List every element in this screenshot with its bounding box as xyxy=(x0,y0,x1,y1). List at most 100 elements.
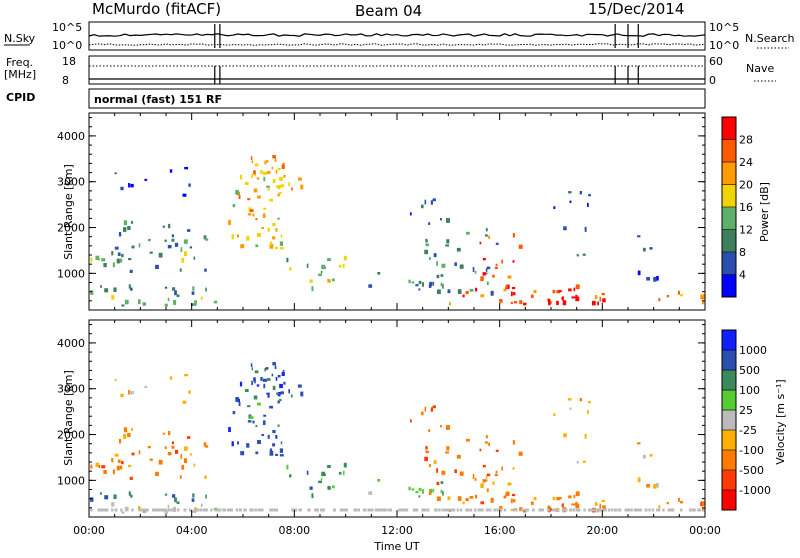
power-cell xyxy=(183,239,188,244)
velocity-cell xyxy=(594,502,598,507)
power-cell xyxy=(518,244,523,249)
power-cell xyxy=(506,284,510,289)
power-cell xyxy=(171,234,175,238)
power-cell xyxy=(588,193,591,197)
ground-scatter-cell xyxy=(669,508,673,512)
velocity-cell xyxy=(90,497,94,502)
velocity-cell xyxy=(246,443,250,448)
power-cell xyxy=(465,291,469,295)
ground-scatter-cell xyxy=(651,508,655,512)
power-cell xyxy=(247,198,251,201)
velocity-cell xyxy=(562,503,564,508)
velocity-cell xyxy=(297,384,302,388)
velocity-cell xyxy=(275,377,278,381)
nave-label: Nave xyxy=(746,62,774,75)
power-cell xyxy=(288,182,290,187)
velocity-cell xyxy=(512,467,515,470)
velocity-cell xyxy=(279,383,283,389)
velocity-cell xyxy=(459,471,464,476)
ground-scatter-cell xyxy=(271,508,274,512)
velocity-cell xyxy=(272,362,276,366)
power-cell xyxy=(164,286,168,289)
power-cell xyxy=(512,260,515,263)
velocity-cell xyxy=(653,483,657,489)
ground-scatter-cell xyxy=(357,508,361,512)
velocity-cell xyxy=(408,486,411,491)
power-cell xyxy=(594,295,598,300)
power-cell xyxy=(428,222,431,225)
power-cell xyxy=(253,170,256,175)
colorbar-frame xyxy=(721,329,737,511)
velocity-cell xyxy=(599,503,602,509)
power-cell xyxy=(129,269,133,273)
velocity-cell xyxy=(433,460,437,465)
velocity-cell xyxy=(123,434,127,439)
velocity-cell xyxy=(506,491,510,496)
power-cell xyxy=(144,178,148,181)
velocity-cell xyxy=(247,405,251,408)
power-cell xyxy=(162,225,165,228)
velocity-cell xyxy=(119,465,123,470)
velocity-cell xyxy=(272,443,276,447)
velocity-cell xyxy=(428,490,432,495)
ground-scatter-cell xyxy=(210,508,213,512)
power-cell xyxy=(238,194,241,200)
power-cell xyxy=(553,206,556,209)
velocity-cell xyxy=(327,465,331,469)
power-panel-frame xyxy=(88,112,706,311)
velocity-cell xyxy=(511,493,516,497)
power-cell xyxy=(582,253,586,256)
power-cell xyxy=(505,284,508,289)
ground-scatter-cell xyxy=(339,508,343,512)
ground-scatter-cell xyxy=(568,508,572,512)
velocity-cell xyxy=(479,448,482,452)
velocity-cell xyxy=(440,481,444,484)
power-cell xyxy=(377,271,381,275)
velocity-cell xyxy=(131,428,134,431)
power-cell xyxy=(424,249,429,255)
velocity-cell xyxy=(465,438,470,442)
power-cell xyxy=(573,287,576,292)
colorbar-swatch xyxy=(722,139,736,163)
power-cell xyxy=(247,213,252,216)
power-cell xyxy=(495,263,498,267)
power-cell xyxy=(484,234,488,237)
ground-scatter-cell xyxy=(424,508,427,512)
power-cell xyxy=(176,294,180,298)
velocity-cell xyxy=(231,441,234,447)
power-cell xyxy=(167,244,172,249)
ground-scatter-cell xyxy=(671,508,675,512)
ground-scatter-cell xyxy=(627,508,631,512)
power-cell xyxy=(252,213,255,217)
ground-scatter-cell xyxy=(657,508,661,512)
power-cell xyxy=(469,288,474,292)
power-cell xyxy=(511,286,516,290)
velocity-cell xyxy=(164,493,168,496)
power-cell xyxy=(98,258,101,261)
ground-scatter-cell xyxy=(333,508,336,512)
power-cell xyxy=(428,283,432,288)
ground-scatter-cell xyxy=(577,508,581,512)
ground-scatter-cell xyxy=(254,508,257,512)
sky-left-tick-top: 10^5 xyxy=(52,21,82,34)
ground-scatter-cell xyxy=(449,508,452,512)
power-cell xyxy=(167,297,170,302)
power-cell xyxy=(311,286,314,292)
velocity-cell xyxy=(138,450,141,455)
velocity-cell xyxy=(503,495,507,499)
power-cell xyxy=(318,273,322,277)
ground-scatter-cell xyxy=(383,508,386,512)
velocity-cell xyxy=(164,510,168,514)
velocity-cell xyxy=(306,470,309,475)
velocity-cell xyxy=(321,471,326,477)
velocity-cell xyxy=(505,491,508,496)
velocity-cell xyxy=(547,505,551,509)
power-cell xyxy=(492,274,495,278)
power-cell xyxy=(278,191,282,195)
ground-scatter-cell xyxy=(486,508,490,512)
ground-scatter-cell xyxy=(377,508,380,512)
velocity-cell xyxy=(103,469,107,475)
power-cell xyxy=(409,212,412,216)
power-cell xyxy=(459,264,464,269)
velocity-cell xyxy=(167,504,170,509)
